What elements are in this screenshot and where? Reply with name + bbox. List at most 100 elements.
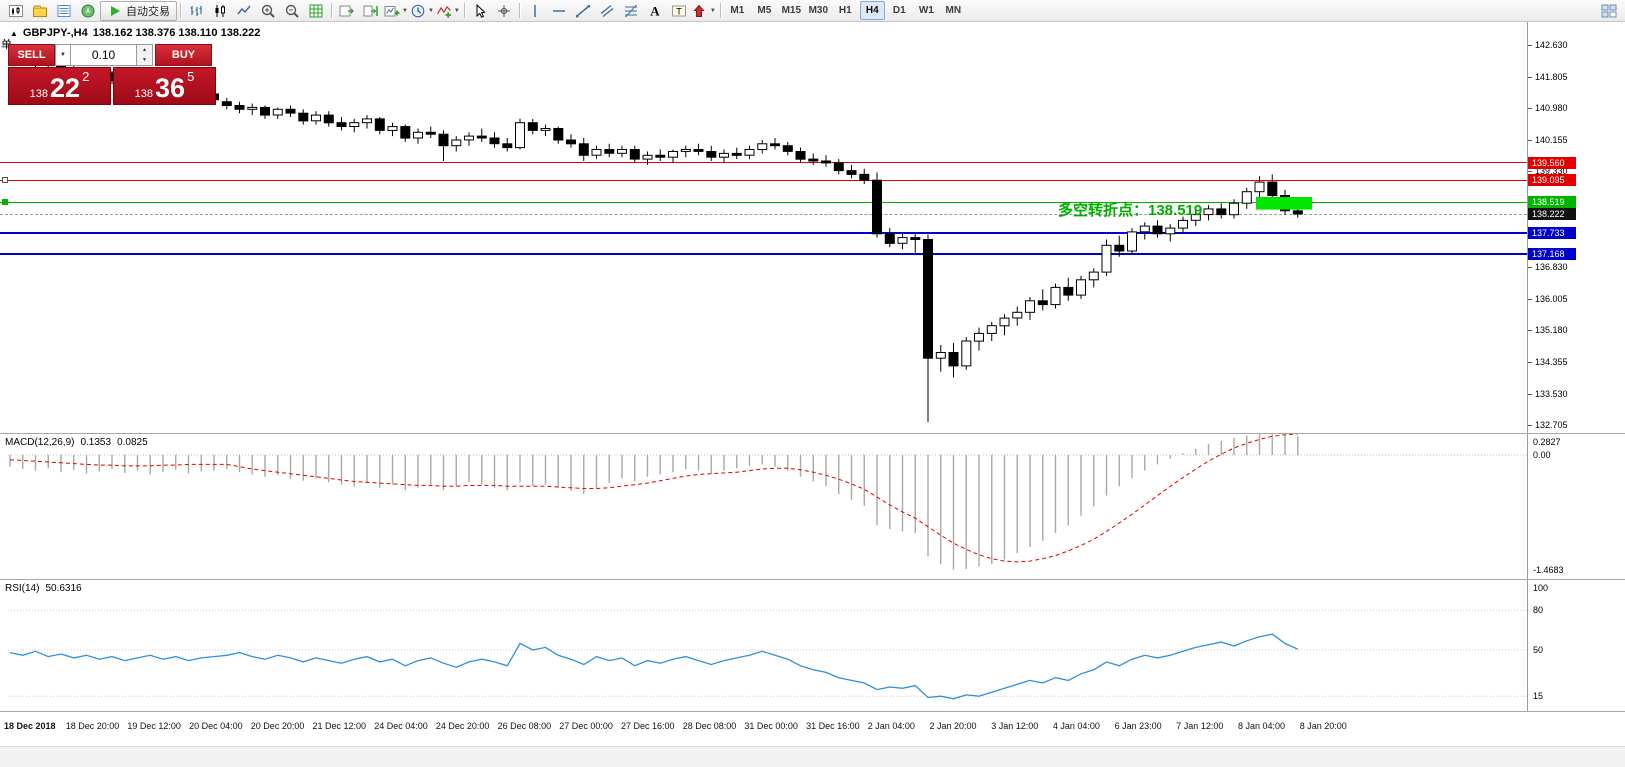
candle-body — [859, 173, 870, 181]
volume-input[interactable] — [71, 44, 137, 66]
candlestick-button[interactable] — [208, 1, 232, 21]
candle-body — [604, 149, 615, 154]
turning-point-annotation[interactable]: 多空转折点：138.519 — [1058, 202, 1203, 219]
hline-138.519[interactable] — [0, 201, 1527, 203]
line-chart-button[interactable] — [232, 1, 256, 21]
timeframe-button-m5[interactable]: M5 — [757, 5, 772, 16]
vertical-line-button[interactable] — [523, 1, 547, 21]
candle-body — [515, 122, 525, 149]
trendline-button[interactable] — [571, 1, 595, 21]
price-tick: 136.830 — [1535, 262, 1568, 273]
vertical-line-icon — [534, 4, 536, 17]
timeframe-button-m30[interactable]: M30 — [808, 5, 829, 16]
horizontal-line-button[interactable] — [547, 1, 571, 21]
panel-separator[interactable] — [0, 579, 1625, 580]
periods-button[interactable]: ▼ — [409, 1, 435, 21]
chart-window-button[interactable] — [4, 1, 28, 21]
hline-handle-139.095[interactable] — [2, 177, 8, 184]
timeframe-button-m15[interactable]: M15 — [781, 5, 802, 16]
hline-139.560[interactable] — [0, 162, 1527, 164]
candle-body — [349, 122, 360, 127]
volume-decrement-icon[interactable]: ▼ — [142, 57, 147, 63]
candle-body — [744, 149, 755, 156]
price-tick: 140.980 — [1535, 103, 1568, 114]
macd-panel-canvas[interactable] — [8, 434, 1527, 579]
dropdown-arrow-icon: ▼ — [402, 7, 408, 14]
time-axis[interactable]: 18 Dec 2018 18 Dec 20:00 19 Dec 12:00 20 De… — [0, 712, 1625, 746]
candle-body — [910, 237, 921, 241]
profiles-button[interactable] — [28, 1, 52, 21]
grid-button[interactable] — [304, 1, 328, 21]
timeframe-button-m1[interactable]: M1 — [730, 5, 745, 16]
price-tick-mark — [1528, 361, 1532, 363]
timeframe-button-w1[interactable]: W1 — [918, 5, 934, 16]
candle-body — [1139, 225, 1150, 233]
zoom-in-button[interactable] — [256, 1, 280, 21]
price-tick: 133.530 — [1535, 388, 1568, 399]
zoom-out-button[interactable] — [280, 1, 304, 21]
price-tick-mark — [1528, 44, 1532, 46]
volume-dropdown-icon[interactable]: ▼ — [55, 44, 71, 66]
time-label: 2 Jan 04:00 — [867, 721, 915, 731]
candle-body — [272, 108, 283, 116]
auto-scroll-button[interactable] — [335, 1, 359, 21]
sell-price-button[interactable]: 138 22 2 — [8, 67, 111, 105]
candle-body — [1267, 181, 1278, 197]
buy-button[interactable]: BUY — [155, 44, 212, 66]
navigator-icon — [81, 4, 95, 17]
timeframe-button-d1[interactable]: D1 — [892, 5, 906, 16]
zoom-in-icon — [261, 4, 275, 18]
candle-body — [642, 154, 653, 160]
hline-137.168[interactable] — [0, 253, 1527, 256]
candle-body — [935, 352, 946, 359]
timeframe-button-h4[interactable]: H4 — [859, 1, 885, 20]
rsi-panel-canvas[interactable] — [8, 580, 1527, 712]
cursor-button[interactable] — [468, 1, 492, 21]
new-chart-button[interactable]: ▼ — [383, 1, 409, 21]
main-chart-canvas[interactable] — [8, 22, 1527, 434]
hline-137.733[interactable] — [0, 231, 1527, 234]
candle-body — [489, 137, 500, 145]
price-tick: 142.630 — [1535, 39, 1568, 50]
bar-chart-button[interactable] — [184, 1, 208, 21]
crosshair-button[interactable] — [492, 1, 516, 21]
price-tick-mark — [1528, 171, 1532, 173]
candle-body — [476, 135, 487, 139]
timeframe-button-mn[interactable]: MN — [945, 5, 962, 16]
fibonacci-button[interactable] — [619, 1, 643, 21]
macd-name: MACD(12,26,9) — [5, 437, 75, 448]
dropdown-arrow-icon: ▼ — [453, 7, 460, 14]
workspace-button[interactable] — [1597, 1, 1621, 21]
candle-body — [808, 158, 819, 162]
timeframe-button-h1[interactable]: H1 — [838, 5, 852, 16]
channel-button[interactable] — [595, 1, 619, 21]
arrow-tools-button[interactable]: ▼ — [691, 1, 717, 21]
time-label: 19 Dec 12:00 — [127, 721, 181, 731]
one-click-collapse-icon[interactable]: ▲ — [10, 28, 18, 38]
navigator-button[interactable] — [76, 1, 100, 21]
hline-139.095[interactable] — [0, 179, 1527, 181]
indicators-icon — [436, 5, 451, 18]
candle-body — [757, 143, 768, 151]
sell-button[interactable]: SELL — [8, 44, 55, 66]
indicators-button[interactable]: ▼ — [435, 1, 461, 21]
candle-body — [578, 143, 589, 156]
label-button[interactable]: T — [667, 1, 691, 21]
text-button[interactable]: A — [643, 1, 667, 21]
time-label: 24 Dec 04:00 — [374, 721, 428, 731]
macd-value-main: 0.1353 — [80, 437, 112, 448]
buy-price-button[interactable]: 138 36 5 — [113, 67, 216, 105]
candle-body — [1037, 300, 1048, 306]
candle-body — [1254, 181, 1265, 193]
green-highlight-box[interactable] — [1256, 197, 1312, 210]
autotrading-button[interactable]: 自动交易 — [100, 0, 177, 21]
price-axis[interactable]: 142.630 141.805 140.980 140.155 139.330 136.8… — [1527, 22, 1625, 712]
chart-shift-button[interactable] — [359, 1, 383, 21]
price-tick-mark — [1528, 267, 1532, 269]
hline-handle-138.519[interactable] — [2, 199, 8, 206]
line-chart-icon — [237, 5, 251, 14]
volume-increment-icon[interactable]: ▲ — [142, 47, 147, 53]
market-watch-button[interactable] — [52, 1, 76, 21]
panel-separator[interactable] — [0, 433, 1625, 434]
periods-icon — [411, 4, 425, 17]
